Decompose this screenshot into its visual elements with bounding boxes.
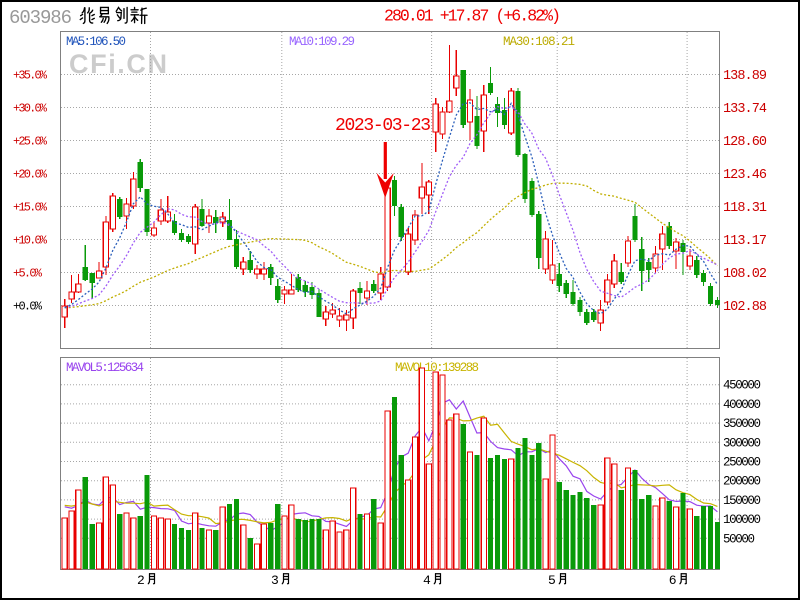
svg-text:603986: 603986 [9, 7, 72, 29]
svg-text:+20.0%: +20.0% [13, 168, 48, 182]
svg-text:4: 4 [423, 573, 431, 588]
svg-text:280.01 +17.87 (+6.82%): 280.01 +17.87 (+6.82%) [384, 7, 561, 26]
svg-text:123.46: 123.46 [723, 168, 767, 183]
svg-text:128.60: 128.60 [723, 135, 767, 150]
svg-text:150000: 150000 [723, 494, 761, 508]
svg-text:250000: 250000 [723, 456, 761, 470]
svg-text:200000: 200000 [723, 475, 761, 489]
svg-text:113.17: 113.17 [723, 234, 767, 249]
svg-text:450000: 450000 [723, 379, 761, 393]
svg-text:3: 3 [271, 573, 279, 588]
svg-text:MA5:106.50: MA5:106.50 [66, 35, 126, 49]
svg-text:MA30:108.21: MA30:108.21 [503, 35, 575, 49]
svg-text:+30.0%: +30.0% [13, 102, 48, 116]
svg-text:118.31: 118.31 [723, 201, 767, 216]
svg-text:+0.0%: +0.0% [13, 300, 43, 314]
svg-text:133.74: 133.74 [723, 102, 767, 117]
svg-text:100000: 100000 [723, 513, 761, 527]
svg-text:MAVOL10:139288: MAVOL10:139288 [395, 361, 479, 375]
svg-text:50000: 50000 [723, 532, 755, 546]
svg-text:400000: 400000 [723, 398, 761, 412]
svg-text:+25.0%: +25.0% [13, 135, 48, 149]
svg-text:MAVOL5:125634: MAVOL5:125634 [66, 361, 144, 375]
svg-text:2023-03-23: 2023-03-23 [335, 116, 431, 136]
svg-text:6: 6 [669, 573, 677, 588]
svg-text:300000: 300000 [723, 436, 761, 450]
svg-text:350000: 350000 [723, 417, 761, 431]
svg-text:2: 2 [137, 573, 145, 588]
svg-text:MA10:109.29: MA10:109.29 [289, 35, 355, 49]
svg-text:138.89: 138.89 [723, 69, 767, 84]
svg-text:5: 5 [548, 573, 556, 588]
svg-text:102.88: 102.88 [723, 300, 767, 315]
svg-text:+10.0%: +10.0% [13, 234, 48, 248]
svg-text:+5.0%: +5.0% [13, 267, 43, 281]
svg-text:+15.0%: +15.0% [13, 201, 48, 215]
svg-text:+35.0%: +35.0% [13, 69, 48, 83]
svg-text:108.02: 108.02 [723, 267, 767, 282]
